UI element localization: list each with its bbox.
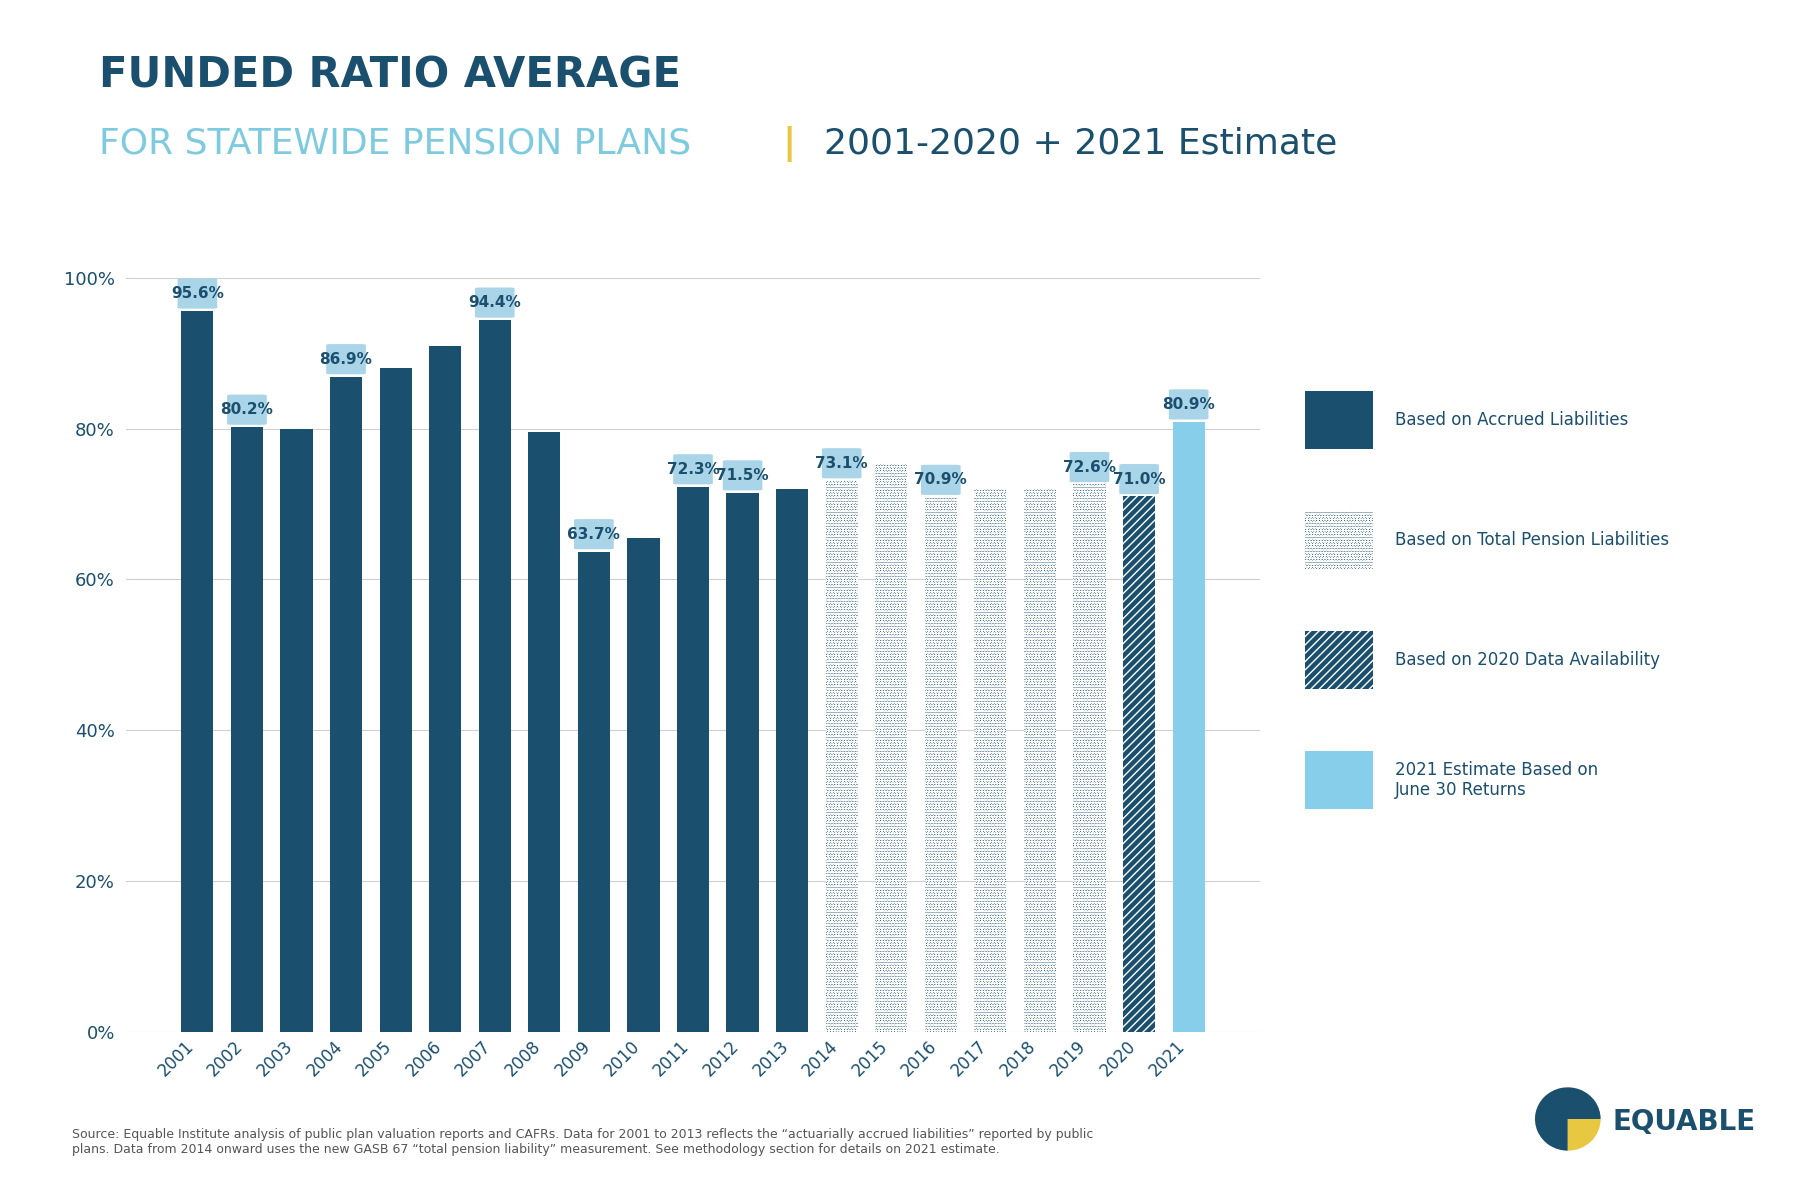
- FancyBboxPatch shape: [724, 461, 763, 491]
- Wedge shape: [1535, 1087, 1600, 1151]
- FancyBboxPatch shape: [1069, 452, 1109, 482]
- Bar: [230, 427, 263, 1032]
- Text: FOR STATEWIDE PENSION PLANS: FOR STATEWIDE PENSION PLANS: [99, 126, 702, 160]
- Bar: [182, 311, 214, 1032]
- FancyBboxPatch shape: [823, 448, 862, 479]
- Text: 80.2%: 80.2%: [220, 402, 274, 418]
- FancyBboxPatch shape: [673, 455, 713, 485]
- Text: EQUABLE: EQUABLE: [1613, 1108, 1757, 1136]
- Text: 2001-2020 + 2021 Estimate: 2001-2020 + 2021 Estimate: [824, 126, 1337, 160]
- Bar: [875, 462, 907, 1032]
- Bar: [1024, 488, 1057, 1032]
- Bar: [527, 432, 560, 1032]
- Text: |: |: [783, 126, 808, 162]
- Text: 94.4%: 94.4%: [468, 295, 522, 310]
- Bar: [380, 368, 412, 1032]
- Bar: [281, 428, 313, 1032]
- Text: 72.6%: 72.6%: [1064, 460, 1116, 474]
- Text: FUNDED RATIO AVERAGE: FUNDED RATIO AVERAGE: [99, 54, 680, 96]
- Text: 63.7%: 63.7%: [567, 527, 621, 541]
- Text: 71.5%: 71.5%: [716, 468, 769, 482]
- Text: Based on Total Pension Liabilities: Based on Total Pension Liabilities: [1395, 530, 1669, 550]
- Text: Based on Accrued Liabilities: Based on Accrued Liabilities: [1395, 410, 1629, 428]
- FancyBboxPatch shape: [574, 520, 614, 550]
- Wedge shape: [1568, 1118, 1600, 1151]
- Text: Source: Equable Institute analysis of public plan valuation reports and CAFRs. D: Source: Equable Institute analysis of pu…: [72, 1128, 1093, 1156]
- Bar: [628, 538, 659, 1032]
- Bar: [1172, 421, 1204, 1032]
- FancyBboxPatch shape: [1120, 464, 1159, 494]
- FancyBboxPatch shape: [475, 288, 515, 318]
- Bar: [578, 552, 610, 1032]
- Text: 80.9%: 80.9%: [1163, 397, 1215, 412]
- FancyBboxPatch shape: [1168, 389, 1208, 420]
- Bar: [727, 493, 758, 1032]
- Bar: [826, 481, 859, 1032]
- Bar: [677, 487, 709, 1032]
- Bar: [925, 497, 958, 1032]
- Text: 71.0%: 71.0%: [1112, 472, 1165, 487]
- Text: 2021 Estimate Based on
June 30 Returns: 2021 Estimate Based on June 30 Returns: [1395, 761, 1598, 799]
- FancyBboxPatch shape: [178, 278, 218, 308]
- FancyBboxPatch shape: [227, 395, 266, 425]
- Bar: [1073, 485, 1105, 1032]
- Bar: [329, 377, 362, 1032]
- Text: 73.1%: 73.1%: [815, 456, 868, 470]
- Text: Based on 2020 Data Availability: Based on 2020 Data Availability: [1395, 650, 1660, 670]
- Bar: [974, 488, 1006, 1032]
- FancyBboxPatch shape: [922, 464, 961, 494]
- Text: 86.9%: 86.9%: [320, 352, 373, 367]
- Bar: [776, 488, 808, 1032]
- Bar: [428, 346, 461, 1032]
- Text: 72.3%: 72.3%: [666, 462, 720, 476]
- Bar: [1123, 497, 1156, 1032]
- Text: 95.6%: 95.6%: [171, 286, 223, 301]
- Bar: [479, 320, 511, 1032]
- FancyBboxPatch shape: [326, 344, 365, 374]
- Text: 70.9%: 70.9%: [914, 473, 967, 487]
